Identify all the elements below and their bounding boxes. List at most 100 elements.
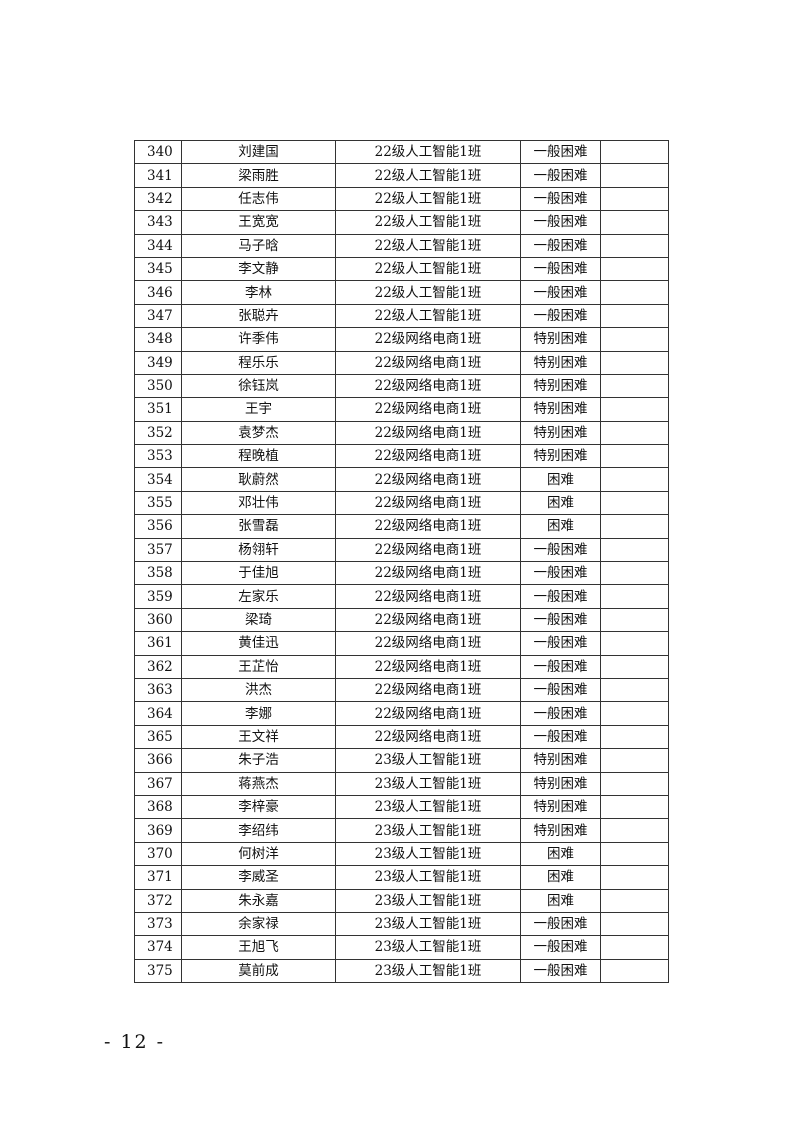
table-row: 359 左家乐 22级网络电商1班 一般困难 — [134, 584, 669, 609]
student-name-cell: 何树洋 — [181, 841, 336, 867]
student-name-cell: 马子晗 — [181, 233, 336, 258]
class-name-cell: 22级人工智能1班 — [335, 163, 521, 188]
table-row: 347 张聪卉 22级人工智能1班 一般困难 — [134, 303, 669, 329]
page-number: - 12 - — [104, 1031, 166, 1053]
row-number-cell: 353 — [134, 444, 182, 469]
row-number-cell: 375 — [134, 958, 182, 984]
remark-cell — [600, 818, 669, 843]
remark-cell — [600, 467, 669, 492]
class-name-cell: 22级网络电商1班 — [335, 490, 521, 516]
difficulty-level-cell: 困难 — [520, 841, 601, 867]
table-body: 340 刘建国 22级人工智能1班 一般困难 341 梁雨胜 22级人工智能1班 一般困难 34… — [134, 139, 669, 984]
student-name-cell: 左家乐 — [181, 584, 336, 609]
class-name-cell: 23级人工智能1班 — [335, 935, 521, 960]
difficulty-level-cell: 一般困难 — [520, 233, 601, 258]
student-name-cell: 蒋燕杰 — [181, 771, 336, 796]
row-number-cell: 347 — [134, 303, 182, 329]
student-name-cell: 耿蔚然 — [181, 467, 336, 492]
difficulty-level-cell: 特别困难 — [520, 794, 601, 820]
difficulty-level-cell: 特别困难 — [520, 420, 601, 446]
remark-cell — [600, 631, 669, 656]
table-row: 354 耿蔚然 22级网络电商1班 困难 — [134, 467, 669, 492]
remark-cell — [600, 724, 669, 750]
remark-cell — [600, 397, 669, 422]
row-number-cell: 348 — [134, 327, 182, 352]
row-number-cell: 371 — [134, 865, 182, 890]
row-number-cell: 365 — [134, 724, 182, 750]
table-row: 372 朱永嘉 23级人工智能1班 困难 — [134, 888, 669, 913]
difficulty-level-cell: 一般困难 — [520, 654, 601, 679]
class-name-cell: 22级网络电商1班 — [335, 677, 521, 703]
student-name-cell: 王宽宽 — [181, 210, 336, 235]
remark-cell — [600, 701, 669, 726]
student-name-cell: 杨翎轩 — [181, 537, 336, 563]
remark-cell — [600, 935, 669, 960]
student-name-cell: 李娜 — [181, 701, 336, 726]
table-row: 358 于佳旭 22级网络电商1班 一般困难 — [134, 561, 669, 586]
difficulty-level-cell: 一般困难 — [520, 677, 601, 703]
row-number-cell: 350 — [134, 373, 182, 399]
difficulty-level-cell: 一般困难 — [520, 256, 601, 282]
class-name-cell: 22级网络电商1班 — [335, 607, 521, 633]
student-name-cell: 梁雨胜 — [181, 163, 336, 188]
remark-cell — [600, 420, 669, 446]
difficulty-level-cell: 特别困难 — [520, 350, 601, 375]
class-name-cell: 22级人工智能1班 — [335, 186, 521, 212]
remark-cell — [600, 280, 669, 305]
student-name-cell: 程晚植 — [181, 444, 336, 469]
student-name-cell: 朱子浩 — [181, 748, 336, 773]
student-name-cell: 王旭飞 — [181, 935, 336, 960]
student-name-cell: 王宇 — [181, 397, 336, 422]
student-name-cell: 洪杰 — [181, 677, 336, 703]
remark-cell — [600, 561, 669, 586]
table-row: 349 程乐乐 22级网络电商1班 特别困难 — [134, 350, 669, 375]
class-name-cell: 22级网络电商1班 — [335, 444, 521, 469]
difficulty-level-cell: 困难 — [520, 865, 601, 890]
table-row: 365 王文祥 22级网络电商1班 一般困难 — [134, 724, 669, 750]
remark-cell — [600, 233, 669, 258]
row-number-cell: 354 — [134, 467, 182, 492]
student-name-cell: 于佳旭 — [181, 561, 336, 586]
row-number-cell: 362 — [134, 654, 182, 679]
class-name-cell: 23级人工智能1班 — [335, 865, 521, 890]
class-name-cell: 22级人工智能1班 — [335, 233, 521, 258]
student-name-cell: 李威圣 — [181, 865, 336, 890]
difficulty-level-cell: 一般困难 — [520, 280, 601, 305]
class-name-cell: 22级人工智能1班 — [335, 256, 521, 282]
difficulty-level-cell: 一般困难 — [520, 935, 601, 960]
table-row: 367 蒋燕杰 23级人工智能1班 特别困难 — [134, 771, 669, 796]
row-number-cell: 361 — [134, 631, 182, 656]
class-name-cell: 23级人工智能1班 — [335, 818, 521, 843]
remark-cell — [600, 865, 669, 890]
student-name-cell: 余家禄 — [181, 911, 336, 937]
student-name-cell: 梁琦 — [181, 607, 336, 633]
class-name-cell: 22级人工智能1班 — [335, 280, 521, 305]
student-table: 340 刘建国 22级人工智能1班 一般困难 341 梁雨胜 22级人工智能1班 一般困难 34… — [134, 139, 669, 984]
student-name-cell: 袁梦杰 — [181, 420, 336, 446]
remark-cell — [600, 958, 669, 984]
difficulty-level-cell: 一般困难 — [520, 631, 601, 656]
class-name-cell: 23级人工智能1班 — [335, 911, 521, 937]
class-name-cell: 22级人工智能1班 — [335, 303, 521, 329]
class-name-cell: 22级网络电商1班 — [335, 537, 521, 563]
difficulty-level-cell: 一般困难 — [520, 303, 601, 329]
student-name-cell: 李林 — [181, 280, 336, 305]
row-number-cell: 346 — [134, 280, 182, 305]
remark-cell — [600, 771, 669, 796]
row-number-cell: 369 — [134, 818, 182, 843]
remark-cell — [600, 303, 669, 329]
difficulty-level-cell: 困难 — [520, 467, 601, 492]
student-name-cell: 徐钰岚 — [181, 373, 336, 399]
table-row: 363 洪杰 22级网络电商1班 一般困难 — [134, 677, 669, 703]
row-number-cell: 367 — [134, 771, 182, 796]
student-name-cell: 黄佳迅 — [181, 631, 336, 656]
difficulty-level-cell: 困难 — [520, 490, 601, 516]
difficulty-level-cell: 特别困难 — [520, 397, 601, 422]
row-number-cell: 363 — [134, 677, 182, 703]
student-name-cell: 莫前成 — [181, 958, 336, 984]
difficulty-level-cell: 一般困难 — [520, 607, 601, 633]
difficulty-level-cell: 特别困难 — [520, 327, 601, 352]
row-number-cell: 343 — [134, 210, 182, 235]
table-row: 370 何树洋 23级人工智能1班 困难 — [134, 841, 669, 867]
remark-cell — [600, 256, 669, 282]
